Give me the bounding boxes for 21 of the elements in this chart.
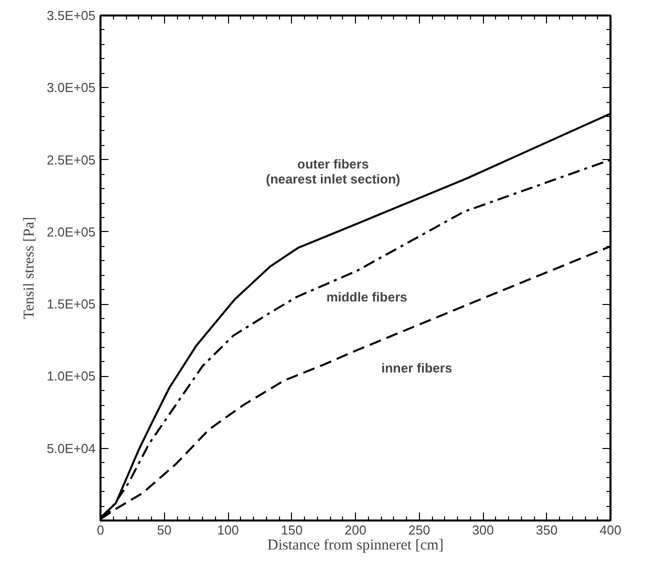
series-label: inner fibers: [381, 360, 452, 376]
y-tick-label: 3.5E+05: [46, 8, 96, 23]
x-tick-label: 0: [96, 522, 104, 538]
series-label: middle fibers: [326, 289, 408, 304]
y-tick-label: 1.5E+05: [46, 296, 96, 312]
y-tick-label: 3.0E+05: [46, 80, 96, 96]
x-tick-label: 50: [157, 522, 172, 538]
y-tick-label: 5.0E+04: [46, 440, 96, 456]
x-axis-title: Distance from spinneret [cm]: [267, 538, 444, 554]
y-tick-label: 1.0E+05: [46, 368, 96, 384]
x-tick-label: 150: [280, 522, 303, 538]
x-tick-label: 350: [536, 522, 558, 538]
series-label: outer fibers (nearest inlet section): [266, 156, 400, 186]
x-tick-label: 100: [217, 522, 239, 538]
x-tick-label: 200: [344, 522, 366, 538]
x-tick-label: 300: [472, 522, 494, 538]
y-tick-label: 2.5E+05: [46, 152, 96, 168]
y-axis-title: Tensil stress [Pa]: [22, 216, 38, 320]
x-tick-label: 250: [408, 522, 430, 538]
y-tick-label: 2.0E+05: [46, 224, 96, 240]
x-tick-label: 400: [600, 522, 622, 538]
